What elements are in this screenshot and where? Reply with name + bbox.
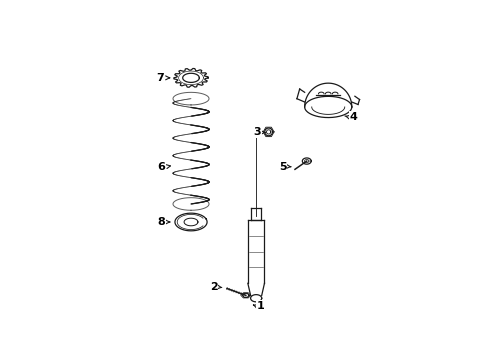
Text: 4: 4: [348, 112, 356, 122]
Text: 2: 2: [210, 282, 218, 292]
Text: 1: 1: [256, 301, 264, 311]
Text: 7: 7: [156, 73, 164, 83]
Text: 6: 6: [157, 162, 165, 172]
Text: 8: 8: [157, 217, 165, 227]
Text: 3: 3: [253, 127, 261, 138]
Text: 5: 5: [279, 162, 286, 172]
